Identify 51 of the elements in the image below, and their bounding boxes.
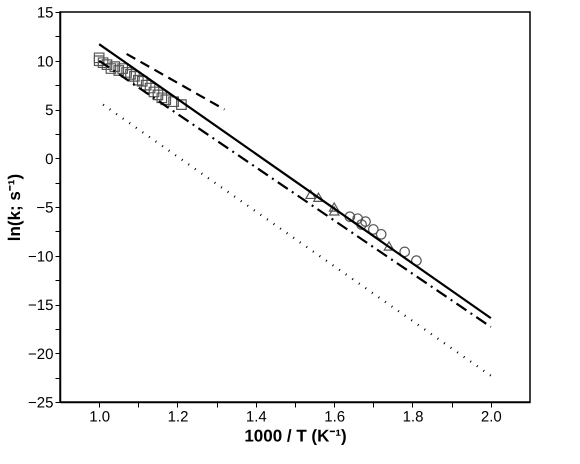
point (305, 190, 316, 200)
point (176, 99, 187, 110)
point (102, 59, 112, 70)
y-tick-label: −10 (28, 248, 54, 266)
y-tick-label: 0 (45, 150, 54, 168)
point (352, 213, 364, 224)
x-tick-label: 1.8 (402, 408, 424, 426)
point (376, 228, 387, 240)
x-tick-label: 2.0 (480, 408, 502, 426)
x-axis-title: 1000 / T (K⁻¹) (244, 426, 347, 446)
point (328, 202, 340, 212)
point (384, 241, 394, 251)
y-tick-label: 10 (36, 53, 54, 70)
x-tick-label: 1.2 (168, 408, 188, 426)
point (121, 67, 132, 78)
y-tick-label: 15 (36, 4, 54, 22)
point (117, 63, 128, 74)
point (360, 216, 371, 227)
x-tick-label: 1.4 (246, 408, 267, 426)
y-tick-label: −20 (28, 346, 54, 363)
point (168, 96, 179, 108)
point (160, 94, 172, 106)
point (136, 76, 148, 87)
point (156, 92, 168, 104)
x-tick-label: 1.0 (89, 408, 110, 426)
point (148, 86, 160, 98)
point (356, 219, 367, 230)
point (125, 69, 136, 80)
y-axis-title: ln(k; s⁻¹) (5, 174, 24, 242)
x-tick-label: 1.6 (324, 408, 346, 426)
point (313, 192, 324, 202)
y-tick-label: −25 (28, 394, 54, 412)
point (106, 63, 116, 74)
point (129, 71, 140, 82)
point (113, 65, 124, 76)
point (344, 211, 356, 222)
point (109, 61, 120, 72)
point (152, 90, 164, 100)
point (94, 55, 105, 66)
point (411, 255, 422, 266)
point (144, 82, 156, 94)
point (140, 80, 152, 90)
y-tick-label: −15 (28, 297, 54, 314)
point (94, 52, 105, 64)
point (98, 57, 108, 68)
point (399, 246, 410, 258)
point (368, 224, 379, 235)
point (132, 74, 144, 86)
y-tick-label: 5 (45, 102, 54, 119)
point (328, 206, 340, 216)
y-tick-label: −5 (36, 200, 54, 216)
